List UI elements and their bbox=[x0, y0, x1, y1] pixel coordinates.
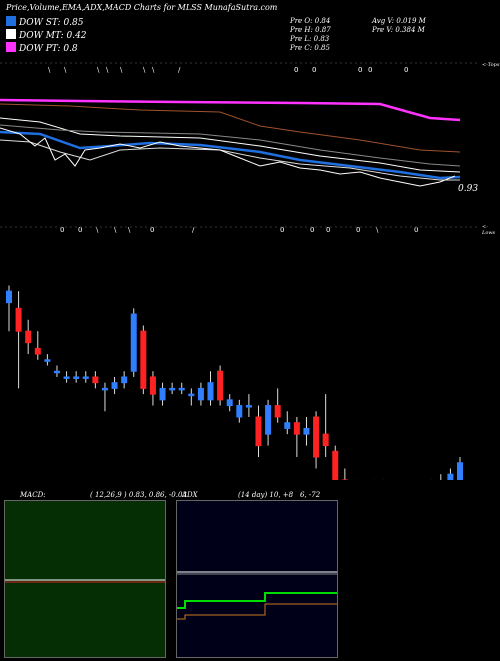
candle-body bbox=[448, 474, 453, 480]
candle-body bbox=[266, 406, 271, 435]
candle-body bbox=[93, 377, 98, 383]
candle-body bbox=[333, 451, 338, 480]
candle-body bbox=[458, 463, 463, 480]
candle-body bbox=[237, 406, 242, 417]
candle-body bbox=[170, 388, 175, 390]
ema-pt-line bbox=[0, 100, 460, 120]
top-signal-marker: \ bbox=[120, 66, 123, 74]
candle-body bbox=[141, 331, 146, 388]
candle-body bbox=[64, 377, 69, 379]
candle-body bbox=[122, 377, 127, 383]
candle-body bbox=[160, 388, 165, 399]
candle-body bbox=[208, 383, 213, 400]
candle-body bbox=[323, 434, 328, 445]
ema-blue-line bbox=[0, 132, 460, 178]
macd-params: ( 12,26,9 ) 0.83, 0.86, -0.03 bbox=[90, 491, 187, 499]
candle-body bbox=[54, 371, 59, 373]
top-signal-marker: \ bbox=[97, 66, 100, 74]
candle-body bbox=[131, 314, 136, 371]
macd-svg bbox=[5, 501, 165, 657]
macd-label: MACD: bbox=[20, 491, 46, 499]
candle-body bbox=[304, 428, 309, 434]
candle-body bbox=[314, 417, 319, 457]
candle-body bbox=[198, 388, 203, 399]
candle-body bbox=[112, 383, 117, 389]
candle-body bbox=[26, 331, 31, 342]
candle-body bbox=[218, 371, 223, 400]
ema-lines bbox=[0, 100, 460, 186]
candle-body bbox=[150, 377, 155, 394]
adx-tail: 6, -72 bbox=[300, 491, 320, 499]
candle-body bbox=[45, 360, 50, 362]
low-signal-marker: / bbox=[192, 226, 195, 234]
candle-body bbox=[275, 406, 280, 417]
top-signal-marker: / bbox=[178, 66, 181, 74]
candle-body bbox=[256, 417, 261, 446]
adx-minus-di bbox=[177, 604, 337, 619]
top-signal-marker: 0 bbox=[358, 66, 362, 74]
top-signal-marker: 0 bbox=[404, 66, 408, 74]
top-signal-marker: 0 bbox=[312, 66, 316, 74]
adx-svg bbox=[177, 501, 337, 657]
candle-body bbox=[294, 423, 299, 434]
macd-panel bbox=[4, 500, 166, 658]
top-signal-marker: \ bbox=[64, 66, 67, 74]
candle-body bbox=[7, 291, 12, 302]
last-price-label: 0.93 bbox=[458, 184, 478, 194]
candle-body bbox=[102, 388, 107, 390]
ema-white-line-2 bbox=[0, 140, 460, 180]
candlesticks bbox=[7, 285, 463, 480]
adx-label: ADX bbox=[182, 491, 198, 499]
candle-body bbox=[227, 400, 232, 406]
top-signal-marker: \ bbox=[106, 66, 109, 74]
adx-plus-di bbox=[177, 593, 337, 608]
top-signal-marker: \ bbox=[48, 66, 51, 74]
candle-body bbox=[74, 377, 79, 379]
candle-body bbox=[179, 388, 184, 390]
candle-body bbox=[16, 308, 21, 331]
candle-body bbox=[83, 377, 88, 379]
candle-body bbox=[35, 348, 40, 354]
adx-panel bbox=[176, 500, 338, 658]
top-signal-marker: \ bbox=[143, 66, 146, 74]
candle-body bbox=[189, 394, 194, 396]
top-signal-marker: 0 bbox=[294, 66, 298, 74]
lows-label: <-Lows bbox=[482, 224, 500, 236]
candle-body bbox=[285, 423, 290, 429]
top-signal-marker: 0 bbox=[368, 66, 372, 74]
candle-body bbox=[246, 406, 251, 408]
adx-params: (14 day) 10, +8 bbox=[238, 491, 293, 499]
tops-label: <-Tops bbox=[482, 62, 499, 68]
top-signal-marker: \ bbox=[152, 66, 155, 74]
